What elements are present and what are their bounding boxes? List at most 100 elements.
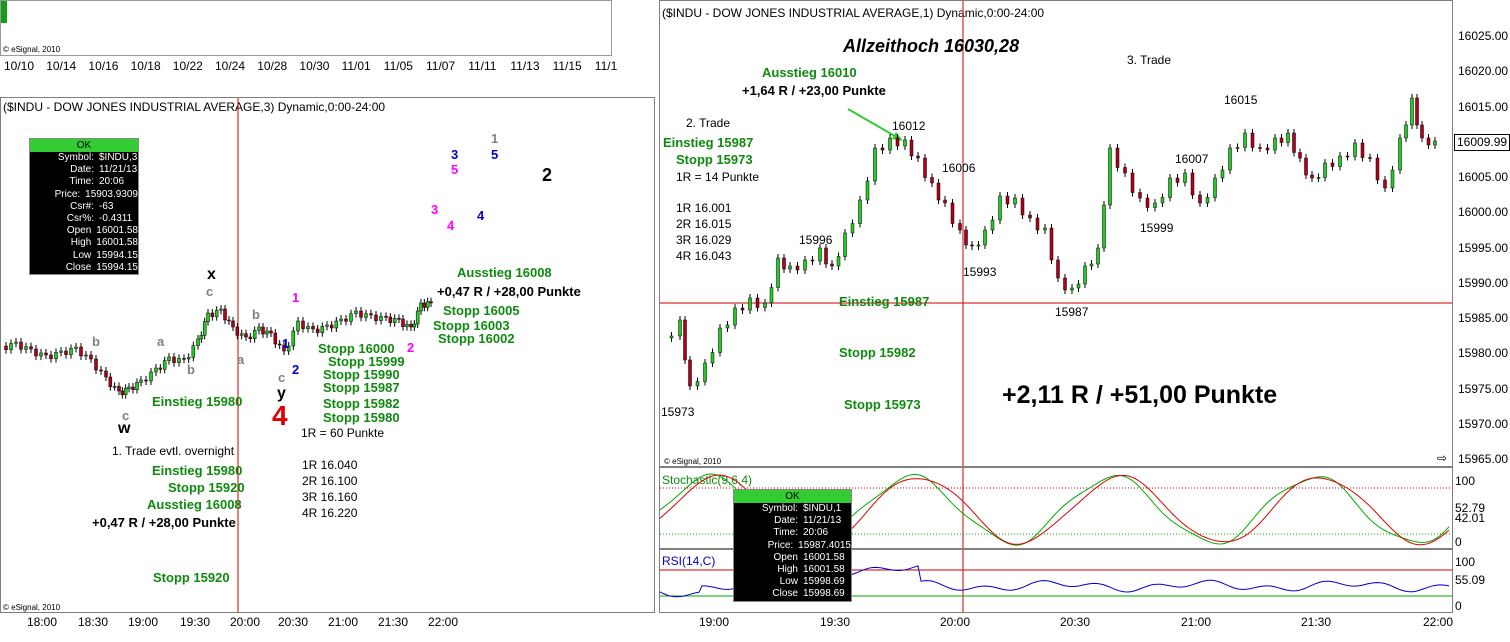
- info-key: High: [70, 237, 92, 249]
- level-label: 15973: [661, 405, 695, 419]
- info-key: High: [777, 563, 798, 575]
- candle-body: [1258, 147, 1262, 149]
- scroll-arrow-icon[interactable]: ⇨: [1437, 451, 1448, 465]
- stoch-level: 0: [1455, 535, 1462, 549]
- price-tick-label: 15975.00: [1458, 381, 1509, 396]
- time-tick-label: 21:00: [1181, 615, 1212, 629]
- rsi-level: 0: [1455, 599, 1462, 613]
- candle-body: [1198, 194, 1202, 204]
- candle-body: [286, 345, 291, 352]
- candle-body: [1145, 197, 1150, 208]
- right-price-svg: [660, 1, 1452, 466]
- price-tick-label: 16000.00: [1458, 205, 1509, 220]
- candle-body: [131, 386, 135, 390]
- info-key: Symbol:: [57, 152, 94, 163]
- candle-body: [930, 177, 934, 184]
- candle-body: [958, 223, 962, 231]
- candle-body: [248, 336, 253, 339]
- time-tick-label: 20:30: [278, 615, 309, 629]
- candle-body: [144, 379, 148, 382]
- candle-body: [916, 155, 920, 159]
- price-tick-label: 16015.00: [1458, 99, 1509, 114]
- info-row: Price: 15987.4015: [734, 540, 851, 552]
- info-value: 20:06: [803, 527, 829, 539]
- candle-body: [936, 182, 941, 201]
- all-time-high-headline: Allzeithoch 16030,28: [843, 36, 1020, 56]
- candle-body: [1220, 169, 1225, 179]
- wave-1-label: 1: [292, 290, 300, 305]
- candle-body: [401, 318, 405, 327]
- candle-body: [718, 327, 722, 353]
- stop-note: Stopp 16005: [443, 303, 520, 318]
- info-value: 16001.58: [96, 237, 138, 249]
- stop-line-label: Stopp 15982: [839, 345, 916, 360]
- candle-body: [1035, 217, 1040, 231]
- candle-body: [733, 307, 737, 326]
- top-mini-chart[interactable]: © eSignal, 2010: [0, 0, 612, 56]
- candle-body: [1043, 227, 1047, 231]
- wave-4-label: 4: [477, 208, 485, 223]
- candle-body: [388, 316, 393, 323]
- candle-body: [94, 358, 98, 371]
- candle-body: [405, 324, 409, 327]
- right-chart-panel[interactable]: ($INDU - DOW JONES INDUSTRIAL AVERAGE,1)…: [659, 0, 1453, 467]
- candle-body: [1056, 259, 1060, 279]
- date-tick-label: 11/13: [510, 59, 540, 73]
- right-time-axis: 19:00 19:30 20:00 20:30 21:00 21:30 22:00: [659, 613, 1453, 642]
- candle-body: [311, 326, 315, 330]
- stoch-level: 100: [1455, 474, 1476, 488]
- candle-body: [139, 379, 143, 383]
- candle-body: [1265, 147, 1270, 151]
- info-row: Open 16001.58: [30, 225, 138, 237]
- candle-body: [1115, 147, 1120, 168]
- info-value: 16001.58: [803, 563, 845, 575]
- stop-note: Stopp 15999: [328, 354, 405, 369]
- entry-note: Einstieg 15987: [663, 135, 754, 150]
- rsi-level: 55.09: [1455, 573, 1486, 587]
- candle-body: [970, 244, 974, 247]
- date-tick-label: 11/01: [341, 59, 371, 73]
- right-info-status: OK: [734, 490, 851, 503]
- level-label: 16007: [1175, 152, 1209, 166]
- candle-body: [769, 287, 774, 304]
- candle-body: [99, 369, 103, 372]
- candle-body: [1279, 137, 1284, 143]
- stop-note: Stopp 15980: [323, 410, 400, 425]
- candle-body: [4, 345, 8, 350]
- candle-body: [1345, 155, 1350, 158]
- candle-body: [231, 320, 235, 328]
- candle-body: [374, 314, 378, 321]
- target-note: 4R 16.220: [302, 506, 358, 520]
- candle-body: [1235, 147, 1240, 149]
- candle-body: [983, 229, 987, 246]
- entry-note: Einstieg 15980: [152, 394, 243, 409]
- info-key: Date:: [70, 164, 94, 176]
- candle-body: [1138, 192, 1142, 199]
- wave-c-label: c: [122, 408, 130, 423]
- candle-body: [1160, 197, 1165, 204]
- candle-body: [1190, 172, 1195, 196]
- info-value: 15903.9309: [85, 188, 138, 200]
- time-tick-label: 19:30: [180, 615, 211, 629]
- left-time-axis: 18:00 18:30 19:00 19:30 20:00 20:30 21:00 21:30…: [0, 613, 655, 642]
- candle-body: [850, 223, 855, 234]
- risk-note: 1R = 60 Punkte: [301, 426, 385, 440]
- candle-body: [1398, 137, 1402, 171]
- right-candles: [669, 94, 1437, 390]
- wave-5-label: 5: [451, 162, 459, 177]
- info-key: Price:: [54, 188, 81, 200]
- info-row: Close 15994.15: [30, 262, 138, 274]
- target-note: 3R 16.029: [676, 233, 732, 247]
- candle-body: [990, 219, 995, 231]
- candle-body: [104, 370, 108, 378]
- candle-body: [755, 297, 760, 308]
- candle-body: [1433, 140, 1437, 146]
- candle-body: [810, 259, 815, 262]
- info-row: Date: 11/21/13: [30, 164, 138, 176]
- candle-body: [392, 318, 397, 323]
- stop-note: Stopp 16002: [438, 331, 515, 346]
- wave-b-label: b: [187, 362, 195, 377]
- info-row: Price: 15903.9309: [30, 189, 138, 201]
- price-tick-label: 16005.00: [1458, 170, 1509, 184]
- candle-body: [1250, 132, 1255, 148]
